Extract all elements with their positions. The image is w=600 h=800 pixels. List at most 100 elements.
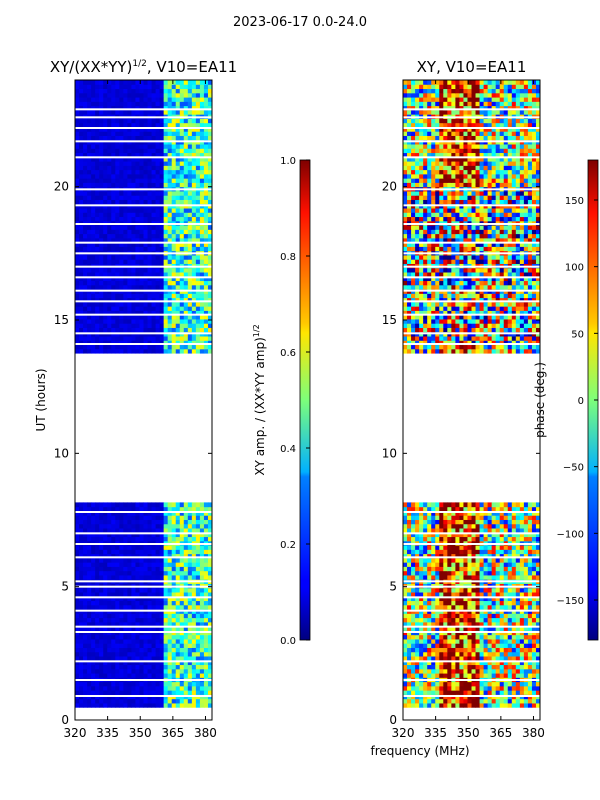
heatmap-cell <box>127 502 132 508</box>
heatmap-cell <box>435 596 440 602</box>
heatmap-cell <box>191 267 197 273</box>
heatmap-cell <box>111 284 116 290</box>
heatmap-cell <box>427 638 432 644</box>
heatmap-cell <box>103 306 108 311</box>
heatmap-cell <box>83 515 88 520</box>
heatmap-cell <box>95 80 100 85</box>
heatmap-cell <box>131 254 136 260</box>
heatmap-cell <box>147 144 153 149</box>
heatmap-cell <box>111 574 116 580</box>
heatmap-cell <box>135 702 140 708</box>
heatmap-cell <box>123 301 128 307</box>
heatmap-cell <box>91 297 96 303</box>
heatmap-cell <box>447 668 452 674</box>
heatmap-cell <box>187 596 193 602</box>
heatmap-cell <box>99 306 104 311</box>
heatmap-cell <box>495 685 501 691</box>
heatmap-cell <box>159 169 165 175</box>
heatmap-cell <box>431 604 436 610</box>
heatmap-cell <box>139 105 144 111</box>
heatmap-cell <box>135 634 140 640</box>
heatmap-cell <box>103 165 108 171</box>
heatmap-cell <box>91 344 96 350</box>
heatmap-cell <box>491 660 497 666</box>
heatmap-cell <box>203 673 209 678</box>
heatmap-cell <box>183 109 189 115</box>
heatmap-cell <box>103 698 108 704</box>
heatmap-cell <box>535 664 540 670</box>
heatmap-cell <box>151 647 157 653</box>
heatmap-cell <box>119 519 124 525</box>
heatmap-cell <box>147 122 153 128</box>
heatmap-cell <box>171 348 177 354</box>
heatmap-cell <box>91 651 96 657</box>
heatmap-cell <box>183 340 189 346</box>
heatmap-cell <box>419 562 424 567</box>
heatmap-cell <box>139 553 144 559</box>
heatmap-cell <box>199 173 205 179</box>
heatmap-cell <box>119 97 124 102</box>
heatmap-cell <box>207 596 212 602</box>
heatmap-cell <box>451 690 456 695</box>
heatmap-cell <box>139 131 144 136</box>
heatmap-cell <box>91 553 96 559</box>
heatmap-cell <box>163 664 169 670</box>
heatmap-cell <box>439 592 444 597</box>
heatmap-cell <box>463 651 468 657</box>
heatmap-cell <box>139 84 144 90</box>
heatmap-cell <box>431 621 436 627</box>
heatmap-cell <box>495 596 501 602</box>
heatmap-cell <box>439 690 444 695</box>
heatmap-cell <box>135 570 140 576</box>
heatmap-cell <box>191 643 197 648</box>
heatmap-cell <box>107 92 112 98</box>
heatmap-cell <box>151 502 157 508</box>
heatmap-cell <box>527 570 533 576</box>
heatmap-cell <box>127 135 132 141</box>
heatmap-cell <box>191 135 197 141</box>
heatmap-cell <box>83 562 88 567</box>
heatmap-cell <box>459 587 464 593</box>
heatmap-cell <box>147 340 153 346</box>
heatmap-cell <box>87 84 92 90</box>
heatmap-cell <box>167 549 173 555</box>
heatmap-cell <box>151 208 157 213</box>
heatmap-cell <box>79 528 84 533</box>
heatmap-cell <box>183 301 189 307</box>
heatmap-cell <box>507 647 513 653</box>
heatmap-cell <box>435 634 440 640</box>
heatmap-cell <box>187 195 193 200</box>
heatmap-cell <box>195 506 201 512</box>
heatmap-cell <box>139 80 144 85</box>
heatmap-cell <box>527 681 533 687</box>
heatmap-cell <box>103 161 108 166</box>
heatmap-cell <box>207 161 212 166</box>
heatmap-cell <box>187 574 193 580</box>
heatmap-cell <box>175 310 181 316</box>
heatmap-cell <box>103 638 108 644</box>
heatmap-cell <box>107 643 112 648</box>
heatmap-cell <box>415 600 420 606</box>
heatmap-cell <box>175 105 181 111</box>
heatmap-cell <box>147 259 153 264</box>
heatmap-cell <box>175 327 181 333</box>
heatmap-cell <box>435 574 440 580</box>
heatmap-cell <box>155 587 161 593</box>
heatmap-cell <box>131 587 136 593</box>
heatmap-cell <box>471 592 477 597</box>
heatmap-cell <box>203 502 209 508</box>
heatmap-cell <box>135 545 140 550</box>
heatmap-cell <box>171 144 177 149</box>
heatmap-cell <box>503 570 509 576</box>
heatmap-cell <box>143 284 149 290</box>
heatmap-cell <box>123 557 128 563</box>
heatmap-cell <box>519 685 525 691</box>
heatmap-cell <box>403 702 408 708</box>
heatmap-cell <box>155 105 161 111</box>
heatmap-cell <box>143 195 149 200</box>
heatmap-cell <box>191 647 197 653</box>
heatmap-cell <box>103 284 108 290</box>
heatmap-cell <box>147 152 153 158</box>
heatmap-cell <box>143 532 149 538</box>
heatmap-cell <box>171 664 177 670</box>
